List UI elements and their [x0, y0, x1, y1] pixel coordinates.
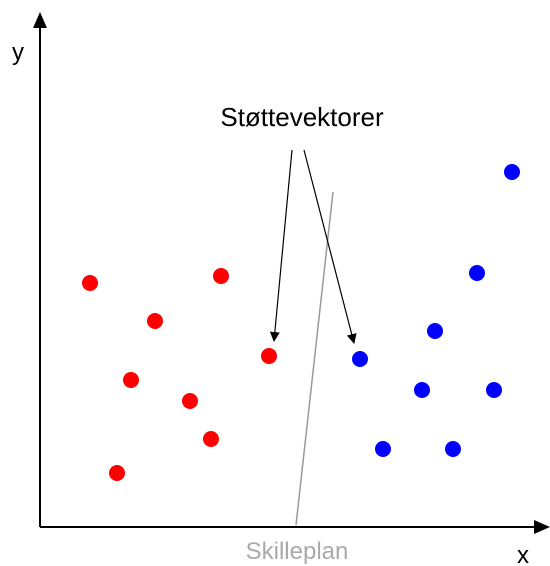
point	[147, 313, 163, 329]
separator-label: Skilleplan	[246, 538, 349, 565]
point	[445, 441, 461, 457]
red-points	[82, 268, 277, 481]
arrow	[269, 149, 293, 342]
y-label: y	[12, 39, 24, 66]
point	[182, 393, 198, 409]
point	[427, 323, 443, 339]
point	[123, 372, 139, 388]
point	[486, 382, 502, 398]
blue-points	[352, 164, 520, 457]
point	[261, 348, 277, 364]
x-arrow	[534, 520, 550, 534]
x-label: x	[517, 542, 529, 566]
arrow	[303, 149, 357, 344]
axes	[33, 12, 550, 534]
point	[82, 275, 98, 291]
point	[352, 351, 368, 367]
separator-line	[295, 191, 334, 526]
point	[375, 441, 391, 457]
point	[504, 164, 520, 180]
point	[203, 431, 219, 447]
point	[109, 465, 125, 481]
point	[414, 382, 430, 398]
y-arrow	[33, 12, 47, 28]
annotation: Støttevektorer	[220, 102, 384, 132]
point	[469, 265, 485, 281]
point	[213, 268, 229, 284]
